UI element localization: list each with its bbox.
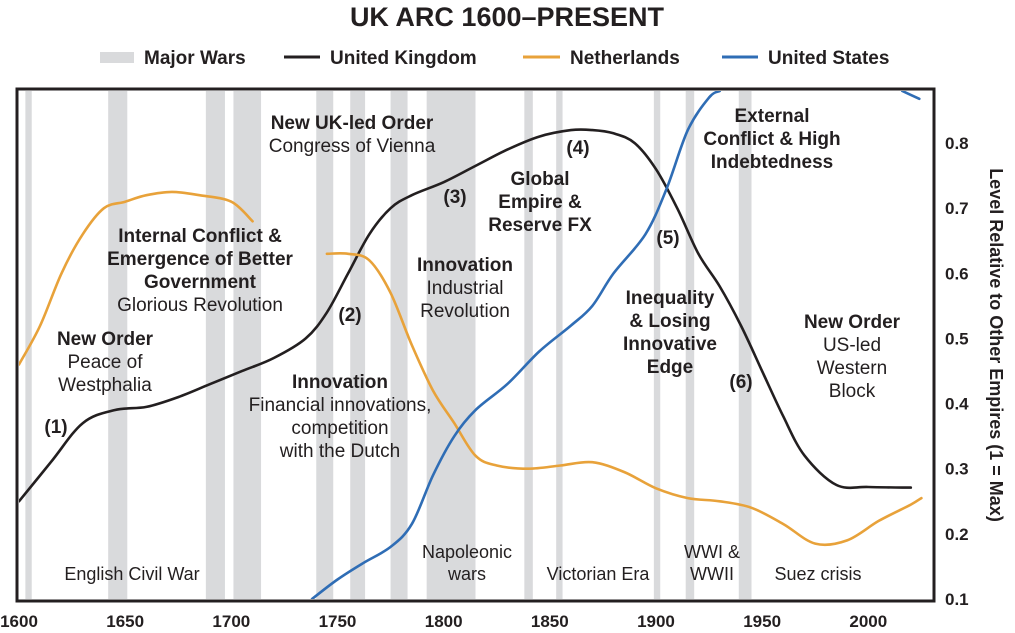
annotation-new-us-order-line2: Western (817, 358, 887, 379)
annotation-inequality-line3: Innovative (623, 334, 717, 355)
chart-title: UK ARC 1600–PRESENT (350, 2, 665, 32)
legend: Major Wars United Kingdom Netherlands Un… (100, 48, 889, 69)
legend-swatch-wars (100, 52, 134, 63)
annotation-innovation-fin-line2: competition (291, 418, 388, 439)
x-tick-label: 1700 (212, 612, 250, 631)
war-band (25, 91, 32, 599)
war-band (390, 91, 408, 599)
stage-label-5: (5) (656, 228, 679, 249)
x-tick-label: 1900 (637, 612, 675, 631)
era-label-wwi-line1: WWI & (684, 542, 740, 562)
x-axis-ticks: 1600 1650 1700 1750 1800 1850 1900 1950 2000 (0, 612, 887, 631)
legend-label-wars: Major Wars (144, 48, 246, 69)
y-tick-label: 0.7 (945, 199, 969, 218)
series-line-netherlands (19, 190, 254, 366)
y-tick-label: 0.4 (945, 395, 969, 414)
series-line-united-states (901, 91, 921, 101)
annotation-new-order-1-title: New Order (57, 329, 154, 350)
x-tick-label: 2000 (849, 612, 887, 631)
y-tick-label: 0.2 (945, 525, 969, 544)
annotation-inequality-line2: & Losing (629, 311, 710, 332)
y-tick-label: 0.3 (945, 460, 969, 479)
stage-label-2: (2) (338, 305, 361, 326)
annotation-internal-line2: Emergence of Better (107, 249, 293, 270)
era-label-victorian: Victorian Era (547, 564, 651, 584)
stage-label-1: (1) (44, 417, 67, 438)
stage-label-3: (3) (443, 187, 466, 208)
x-tick-label: 1750 (319, 612, 357, 631)
annotation-new-uk-order-title: New UK-led Order (271, 113, 434, 134)
stage-label-4: (4) (566, 138, 589, 159)
y-axis-ticks: 0.1 0.2 0.3 0.4 0.5 0.6 0.7 0.8 (945, 134, 969, 609)
war-band (316, 91, 334, 599)
annotation-new-us-order-line3: Block (829, 381, 876, 402)
x-tick-label: 1950 (743, 612, 781, 631)
series-lines (19, 91, 923, 599)
stage-label-6: (6) (729, 372, 752, 393)
y-tick-label: 0.8 (945, 134, 969, 153)
era-label-english-civil-war: English Civil War (64, 564, 199, 584)
war-band (524, 91, 533, 599)
war-band (350, 91, 366, 599)
war-band (653, 91, 661, 599)
x-tick-label: 1800 (425, 612, 463, 631)
x-tick-label: 1850 (531, 612, 569, 631)
annotation-inequality-line4: Edge (647, 357, 693, 378)
major-wars-bands (25, 91, 752, 599)
annotation-new-order-1-line2: Westphalia (58, 375, 152, 396)
war-band (233, 91, 262, 599)
series-line-united-kingdom (19, 128, 913, 503)
y-tick-label: 0.6 (945, 264, 969, 283)
annotation-internal-line1: Internal Conflict & (118, 226, 282, 247)
legend-label-nl: Netherlands (570, 48, 680, 69)
era-label-napoleonic-line2: wars (447, 564, 486, 584)
annotation-innovation-fin-line3: with the Dutch (279, 441, 400, 462)
annotation-new-uk-order-sub: Congress of Vienna (269, 136, 436, 157)
annotation-internal-line4: Glorious Revolution (117, 295, 283, 316)
war-band (205, 91, 225, 599)
annotation-innovation-ind-title: Innovation (417, 255, 513, 276)
y-tick-label: 0.1 (945, 590, 969, 609)
annotation-new-us-order-title: New Order (804, 312, 901, 333)
annotation-global-line2: Empire & (498, 192, 582, 213)
war-band (108, 91, 128, 599)
era-label-napoleonic-line1: Napoleonic (422, 542, 512, 562)
era-labels: English Civil War Napoleonic wars Victor… (64, 542, 861, 584)
annotation-innovation-ind-line1: Industrial (426, 278, 503, 299)
plot-frame (15, 87, 936, 603)
series-line-netherlands (325, 252, 923, 547)
war-band (556, 91, 563, 599)
annotation-inequality-line1: Inequality (626, 288, 715, 309)
war-band (426, 91, 476, 599)
annotations: New Order Peace of Westphalia Internal C… (44, 106, 900, 462)
annotation-global-line1: Global (510, 169, 569, 190)
annotation-external-line1: External (735, 106, 810, 127)
x-tick-label: 1650 (106, 612, 144, 631)
y-tick-label: 0.5 (945, 329, 969, 348)
era-label-wwi-line2: WWII (690, 564, 734, 584)
era-label-suez: Suez crisis (774, 564, 861, 584)
annotation-innovation-ind-line2: Revolution (420, 301, 510, 322)
annotation-innovation-fin-title: Innovation (292, 372, 388, 393)
x-tick-label: 1600 (0, 612, 38, 631)
series-line-united-states (310, 91, 721, 599)
annotation-new-us-order-line1: US-led (823, 335, 881, 356)
annotation-innovation-fin-line1: Financial innovations, (249, 395, 432, 416)
annotation-new-order-1-line1: Peace of (68, 352, 144, 373)
annotation-external-line3: Indebtedness (711, 152, 833, 173)
annotation-internal-line3: Government (144, 272, 257, 293)
legend-label-us: United States (768, 48, 889, 69)
y-axis-label: Level Relative to Other Empires (1 = Max… (986, 168, 1006, 522)
annotation-global-line3: Reserve FX (488, 215, 592, 236)
war-band (738, 91, 752, 599)
legend-label-uk: United Kingdom (330, 48, 477, 69)
war-band (685, 91, 695, 599)
annotation-external-line2: Conflict & High (703, 129, 840, 150)
